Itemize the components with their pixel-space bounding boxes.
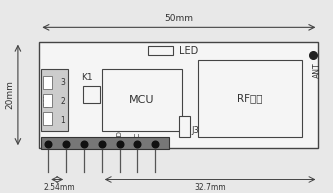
Bar — [83, 86, 100, 103]
Text: 32.7mm: 32.7mm — [194, 183, 226, 192]
Text: 50mm: 50mm — [165, 14, 193, 23]
Text: D1: D1 — [63, 137, 69, 146]
Bar — [198, 60, 302, 136]
Text: 1: 1 — [60, 116, 65, 124]
Bar — [179, 116, 190, 136]
Bar — [43, 94, 52, 107]
Bar — [102, 69, 182, 131]
Text: ON: ON — [44, 94, 53, 107]
Text: RF模块: RF模块 — [237, 93, 263, 103]
Text: VCC: VCC — [135, 132, 141, 146]
Text: MCU: MCU — [129, 95, 155, 105]
Text: D0: D0 — [45, 137, 51, 146]
Text: K1: K1 — [81, 73, 93, 82]
Text: 3: 3 — [60, 79, 65, 87]
Bar — [41, 137, 169, 149]
Bar — [43, 76, 52, 89]
Text: J3: J3 — [191, 126, 199, 135]
Bar — [43, 112, 52, 125]
Text: D2: D2 — [81, 137, 87, 146]
Bar — [41, 69, 68, 131]
Bar — [39, 42, 318, 148]
Text: D3: D3 — [99, 137, 105, 146]
Text: ANT: ANT — [313, 62, 322, 78]
Text: LED: LED — [179, 46, 198, 56]
Text: GND: GND — [117, 130, 123, 146]
Text: 20mm: 20mm — [6, 80, 15, 109]
Text: 2.54mm: 2.54mm — [43, 183, 75, 192]
Bar — [148, 46, 173, 55]
Text: 2: 2 — [60, 97, 65, 106]
